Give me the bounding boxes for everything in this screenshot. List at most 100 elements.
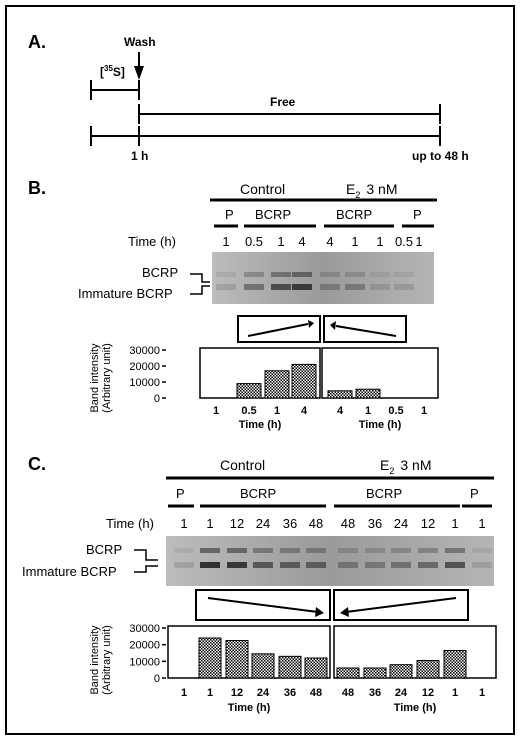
trend-box-control-b xyxy=(237,315,321,343)
e2-label: E2 3 nM xyxy=(346,181,397,200)
band-immature-label-c: Immature BCRP xyxy=(22,564,117,579)
gel-band-mature xyxy=(271,272,291,277)
p-label-control: P xyxy=(225,207,234,222)
trend-arrow-e2-c xyxy=(345,597,457,613)
gel-band-immature xyxy=(253,562,273,568)
y-tick-label: 20000 xyxy=(129,361,160,373)
x-tick-label: 12 xyxy=(231,687,243,699)
gel-bands-b xyxy=(216,272,414,290)
time-label-c: Time (h) xyxy=(106,516,154,531)
time-value: 1 xyxy=(222,234,229,249)
p-label-e2: P xyxy=(413,207,422,222)
wash-arrow-head xyxy=(134,66,144,80)
panel-c-label: C. xyxy=(28,454,46,474)
gel-band-immature xyxy=(306,562,326,568)
time-value: 48 xyxy=(341,516,355,531)
gel-band-mature xyxy=(253,548,273,553)
gel-band-mature xyxy=(320,272,340,277)
time-label-b: Time (h) xyxy=(128,234,176,249)
x-tick-label: 36 xyxy=(284,687,296,699)
bar xyxy=(264,370,290,399)
gel-band-mature xyxy=(338,548,358,553)
gel-band-immature xyxy=(345,284,365,290)
gel-band-immature xyxy=(227,562,247,568)
time-value: 1 xyxy=(478,516,485,531)
y-tick-label: 0 xyxy=(154,393,160,405)
gel-band-mature xyxy=(365,548,385,553)
x-tick-label: 1 xyxy=(365,405,371,417)
gel-band-immature xyxy=(472,562,492,568)
gel-band-immature xyxy=(418,562,438,568)
time-value: 1 xyxy=(206,516,213,531)
gel-band-immature xyxy=(394,284,414,290)
x-tick-label: 24 xyxy=(395,687,408,699)
bar xyxy=(389,664,413,679)
p-label-control-c: P xyxy=(176,486,185,501)
panel-b-label: B. xyxy=(28,178,46,198)
gel-band-mature xyxy=(200,548,220,553)
panel-a-label: A. xyxy=(28,32,46,52)
free-label: Free xyxy=(270,95,296,109)
x-tick-label: 4 xyxy=(337,405,344,417)
band-immature-label-b: Immature BCRP xyxy=(78,286,173,301)
time-value: 24 xyxy=(256,516,270,531)
bar xyxy=(336,667,360,679)
time-value: 12 xyxy=(421,516,435,531)
panel-a: A. Wash [35S] Free 1 h up to 48 h xyxy=(28,32,469,163)
gel-band-mature xyxy=(391,548,411,553)
x-tick-label: 48 xyxy=(342,687,354,699)
x-tick-label: 1 xyxy=(181,687,187,699)
time-value: 1 xyxy=(351,234,358,249)
gel-band-mature xyxy=(418,548,438,553)
bar xyxy=(251,653,275,679)
e2-label-c: E2 3 nM xyxy=(380,457,431,476)
chart-xlabel: Time (h) xyxy=(228,702,271,714)
x-tick-label: 1 xyxy=(421,405,427,417)
x-tick-label: 1 xyxy=(207,687,213,699)
control-label: Control xyxy=(240,181,285,197)
time-value: 0.5 xyxy=(245,234,263,249)
time-value: 24 xyxy=(394,516,408,531)
gel-band-immature xyxy=(365,562,385,568)
wash-label: Wash xyxy=(124,35,156,49)
bar xyxy=(278,655,302,679)
bcrp-label-e2: BCRP xyxy=(336,207,372,222)
time-values-c: 1 1 12 24 36 48 48 36 24 12 1 1 xyxy=(180,516,485,531)
x-tick-label: 24 xyxy=(257,687,270,699)
bar xyxy=(443,650,467,679)
x-tick-label: 0.5 xyxy=(241,405,256,417)
gel-band-mature xyxy=(280,548,300,553)
panel-b: B. Control E2 3 nM P BCRP BCRP P Time (h)… xyxy=(28,178,439,431)
gel-band-mature xyxy=(244,272,264,277)
trend-box-control-c xyxy=(195,589,331,621)
band-bcrp-label-c: BCRP xyxy=(86,542,122,557)
trend-arrow-control-b xyxy=(247,323,309,337)
y-tick-label: 30000 xyxy=(129,623,160,635)
time-value: 0.5 xyxy=(395,234,413,249)
gel-band-immature xyxy=(320,284,340,290)
gel-band-mature xyxy=(345,272,365,277)
bcrp-label-control-c: BCRP xyxy=(240,486,276,501)
gel-band-immature xyxy=(391,562,411,568)
gel-band-mature xyxy=(370,272,390,277)
trend-box-e2-c xyxy=(333,589,469,621)
bar-chart-c: 30000 20000 10000 0 1 1 12 24 36 48 Time (h) 48 36 24… xyxy=(129,623,497,714)
chart-xlabel: Time (h) xyxy=(239,419,282,431)
bcrp-label-e2-c: BCRP xyxy=(366,486,402,501)
x-tick-label: 1 xyxy=(274,405,280,417)
x-tick-label: 0.5 xyxy=(388,405,403,417)
gel-band-immature xyxy=(271,284,291,290)
trend-arrow-e2-b xyxy=(335,325,397,337)
x-tick-label: 1 xyxy=(213,405,219,417)
time-value: 4 xyxy=(298,234,305,249)
y-tick-label: 20000 xyxy=(129,640,160,652)
time-end-label: up to 48 h xyxy=(412,149,469,163)
bar xyxy=(327,390,353,399)
gel-band-mature xyxy=(292,272,312,277)
trend-box-e2-b xyxy=(323,315,407,343)
gel-band-immature xyxy=(244,284,264,290)
gel-band-mature xyxy=(394,272,414,277)
gel-band-mature xyxy=(445,548,465,553)
bar xyxy=(225,640,249,679)
bar xyxy=(416,660,440,679)
